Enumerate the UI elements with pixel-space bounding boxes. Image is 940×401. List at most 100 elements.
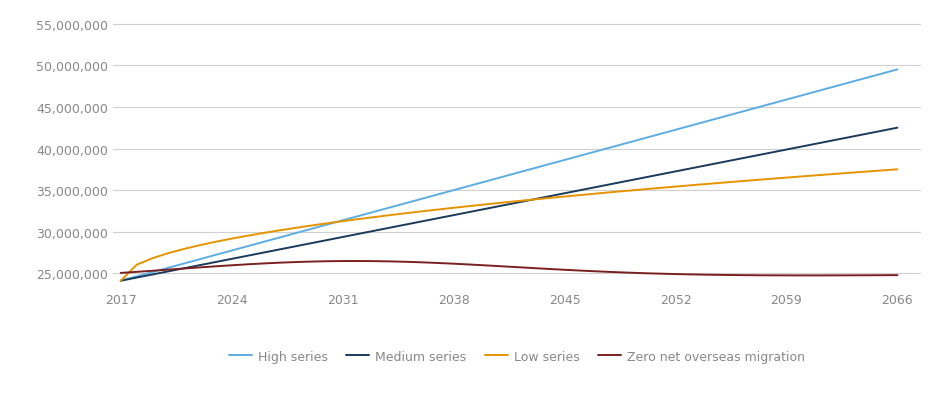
Low series — [290, 226, 301, 231]
Medium series — [670, 170, 681, 174]
Low series — [844, 171, 855, 176]
Zero net overseas migration — [274, 261, 285, 265]
Low series — [432, 208, 444, 213]
High series — [115, 279, 126, 284]
Low series — [892, 168, 903, 172]
High series — [733, 111, 744, 115]
Low series — [337, 219, 349, 224]
Low series — [479, 203, 491, 207]
Medium series — [400, 223, 412, 227]
Zero net overseas migration — [448, 261, 460, 266]
High series — [749, 107, 760, 111]
Zero net overseas migration — [131, 270, 142, 275]
Low series — [242, 234, 253, 239]
Medium series — [147, 272, 158, 277]
Zero net overseas migration — [226, 263, 237, 268]
High series — [448, 188, 460, 193]
Line: Medium series: Medium series — [120, 128, 898, 281]
Low series — [448, 206, 460, 211]
Medium series — [622, 179, 634, 184]
Zero net overseas migration — [781, 273, 792, 278]
Low series — [368, 215, 380, 220]
High series — [670, 128, 681, 133]
Low series — [765, 177, 776, 182]
Medium series — [797, 145, 808, 150]
Zero net overseas migration — [147, 269, 158, 273]
Zero net overseas migration — [179, 266, 190, 271]
High series — [211, 253, 222, 257]
Low series — [654, 186, 666, 191]
Medium series — [527, 198, 539, 203]
Zero net overseas migration — [384, 259, 396, 264]
High series — [860, 77, 871, 81]
Low series — [495, 201, 507, 206]
Zero net overseas migration — [479, 263, 491, 268]
Medium series — [892, 126, 903, 131]
Zero net overseas migration — [749, 273, 760, 278]
Low series — [574, 193, 586, 198]
Low series — [226, 237, 237, 241]
Zero net overseas migration — [163, 267, 174, 272]
Legend: High series, Medium series, Low series, Zero net overseas migration: High series, Medium series, Low series, … — [224, 345, 810, 368]
Medium series — [717, 160, 728, 165]
High series — [195, 257, 206, 262]
Medium series — [352, 232, 364, 237]
Line: High series: High series — [120, 70, 898, 281]
High series — [352, 214, 364, 219]
Medium series — [781, 148, 792, 152]
Medium series — [812, 142, 823, 146]
Low series — [685, 183, 697, 188]
Low series — [463, 204, 475, 209]
Low series — [876, 169, 887, 174]
Zero net overseas migration — [654, 271, 666, 276]
High series — [844, 81, 855, 85]
Zero net overseas migration — [400, 260, 412, 265]
Zero net overseas migration — [321, 259, 333, 264]
Zero net overseas migration — [733, 273, 744, 278]
Low series — [321, 221, 333, 226]
High series — [654, 132, 666, 137]
Low series — [717, 181, 728, 186]
High series — [400, 201, 412, 206]
Low series — [179, 247, 190, 252]
Medium series — [179, 266, 190, 271]
Low series — [147, 256, 158, 261]
Zero net overseas migration — [670, 272, 681, 277]
High series — [559, 158, 571, 163]
Medium series — [115, 279, 126, 284]
Low series — [306, 224, 317, 229]
Zero net overseas migration — [828, 273, 839, 278]
Zero net overseas migration — [701, 273, 713, 277]
High series — [306, 227, 317, 232]
Zero net overseas migration — [797, 273, 808, 278]
Zero net overseas migration — [463, 262, 475, 267]
Medium series — [749, 154, 760, 159]
Zero net overseas migration — [495, 264, 507, 269]
Zero net overseas migration — [211, 264, 222, 269]
Low series — [543, 196, 555, 201]
Zero net overseas migration — [892, 273, 903, 278]
High series — [131, 274, 142, 279]
Zero net overseas migration — [258, 261, 269, 266]
High series — [321, 223, 333, 227]
High series — [622, 141, 634, 146]
Medium series — [131, 275, 142, 280]
Zero net overseas migration — [606, 270, 618, 275]
Medium series — [242, 254, 253, 259]
Medium series — [654, 173, 666, 178]
Zero net overseas migration — [860, 273, 871, 278]
Low series — [860, 170, 871, 174]
Medium series — [258, 251, 269, 255]
High series — [527, 167, 539, 172]
High series — [876, 72, 887, 77]
Medium series — [321, 238, 333, 243]
Zero net overseas migration — [638, 271, 650, 276]
Zero net overseas migration — [527, 266, 539, 271]
High series — [701, 119, 713, 124]
High series — [638, 137, 650, 142]
High series — [495, 175, 507, 180]
Medium series — [828, 138, 839, 143]
Medium series — [384, 226, 396, 231]
Low series — [622, 189, 634, 194]
Low series — [590, 192, 602, 196]
